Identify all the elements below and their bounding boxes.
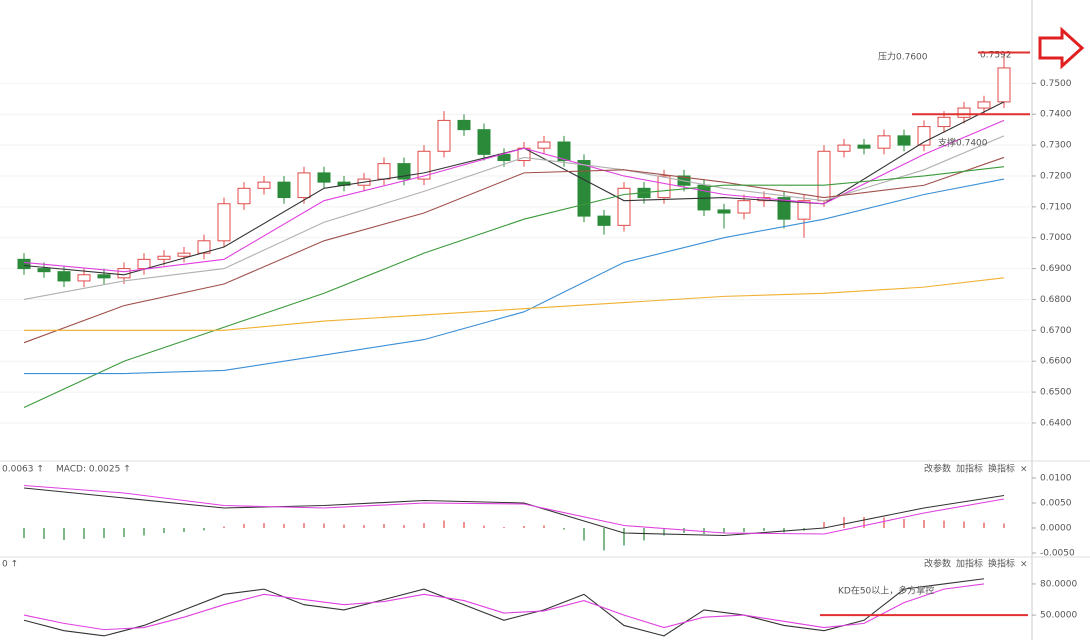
candle-body xyxy=(437,119,451,152)
series-line xyxy=(23,156,1005,344)
candle-body xyxy=(277,181,291,199)
series-line xyxy=(23,166,1005,409)
candle-body xyxy=(997,67,1011,103)
series-line xyxy=(23,135,1005,301)
y-tick-label: 0.6800 xyxy=(1040,295,1072,305)
y-tick-label: 0.7400 xyxy=(1040,110,1072,120)
toolbar-button[interactable]: × xyxy=(1020,465,1028,475)
candle-body xyxy=(657,175,671,199)
candle-body xyxy=(197,240,211,254)
candle-body xyxy=(557,141,571,162)
y-tick-label: 50.0000 xyxy=(1040,611,1077,621)
toolbar-button[interactable]: 换指标 xyxy=(988,558,1015,570)
candle-body xyxy=(457,119,471,131)
candle-body xyxy=(377,163,391,180)
candle-body xyxy=(957,107,971,118)
candle-body xyxy=(157,255,171,260)
toolbar-button[interactable]: 换指标 xyxy=(988,463,1015,475)
y-tick-label: 0.7200 xyxy=(1040,171,1072,181)
y-tick-label: 0.7100 xyxy=(1040,202,1072,212)
candle-body xyxy=(897,135,911,146)
toolbar-button[interactable]: × xyxy=(1020,560,1028,570)
y-tick-label: 0.7000 xyxy=(1040,233,1072,243)
candle-body xyxy=(57,271,71,282)
candle-body xyxy=(857,144,871,149)
toolbar-button[interactable]: 改参数 xyxy=(924,558,951,570)
candle-body xyxy=(617,187,631,226)
candle-body xyxy=(97,274,111,279)
candle-body xyxy=(217,203,231,242)
readout: 0 ↑ xyxy=(2,560,18,570)
y-tick-label: -0.0050 xyxy=(1040,549,1075,559)
annotation-text: 压力0.7600 xyxy=(878,51,928,63)
candle-body xyxy=(577,160,591,217)
candle-body xyxy=(977,101,991,109)
toolbar-button[interactable]: 改参数 xyxy=(924,463,951,475)
readout: 0.0063 ↑ xyxy=(2,465,44,475)
y-tick-label: 0.6500 xyxy=(1040,388,1072,398)
candle-body xyxy=(837,144,851,152)
candle-body xyxy=(257,181,271,189)
y-tick-label: 80.0000 xyxy=(1040,579,1077,589)
candle-body xyxy=(797,200,811,220)
annotation-text: 支撑0.7400 xyxy=(938,137,988,149)
candle-body xyxy=(177,252,191,257)
candle-body xyxy=(817,150,831,202)
y-tick-label: 0.7300 xyxy=(1040,141,1072,151)
candle-body xyxy=(297,172,311,199)
y-tick-label: 0.6400 xyxy=(1040,418,1072,428)
series-line xyxy=(23,583,985,631)
y-tick-label: 0.6600 xyxy=(1040,357,1072,367)
candle-body xyxy=(237,187,251,205)
y-tick-label: 0.0000 xyxy=(1040,524,1072,534)
arrow-icon xyxy=(1038,26,1085,70)
candle-body xyxy=(497,153,511,162)
candle-body xyxy=(737,200,751,214)
toolbar-button[interactable]: 加指标 xyxy=(956,463,983,475)
candle-body xyxy=(317,172,331,183)
series-line xyxy=(23,484,1005,535)
high-label: 0.7592 xyxy=(980,50,1012,60)
candle-body xyxy=(877,135,891,149)
candle-body xyxy=(137,258,151,270)
candle-body xyxy=(777,197,791,220)
series-line xyxy=(23,119,1005,273)
annotation-text: KD在50以上，多方掌控 xyxy=(838,585,934,597)
toolbar-button[interactable]: 加指标 xyxy=(956,558,983,570)
candle-body xyxy=(77,274,91,282)
y-tick-label: 0.0100 xyxy=(1040,474,1072,484)
candle-body xyxy=(537,141,551,149)
candle-body xyxy=(17,258,31,270)
candle-body xyxy=(37,268,51,273)
series-line xyxy=(23,578,985,637)
candle-body xyxy=(717,209,731,214)
readout: MACD: 0.0025 ↑ xyxy=(56,465,131,475)
y-tick-label: 0.0050 xyxy=(1040,499,1072,509)
candle-body xyxy=(597,215,611,226)
series-line xyxy=(24,277,1005,331)
y-tick-label: 0.6700 xyxy=(1040,326,1072,336)
series-line xyxy=(24,178,1005,375)
series-line xyxy=(23,487,1005,537)
y-tick-label: 0.7500 xyxy=(1040,79,1072,89)
candle-body xyxy=(937,116,951,128)
y-tick-label: 0.6900 xyxy=(1040,264,1072,274)
candle-body xyxy=(477,129,491,155)
